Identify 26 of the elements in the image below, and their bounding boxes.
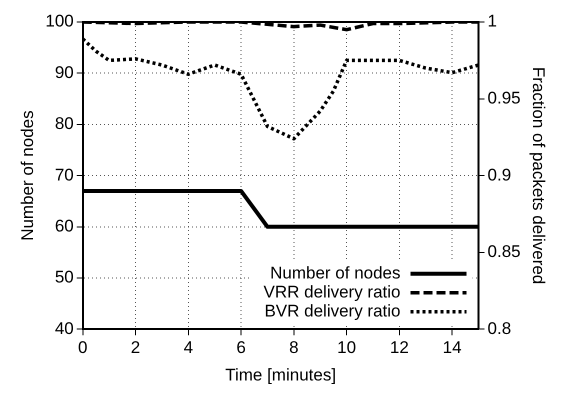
y-tick-label: 40 (54, 318, 74, 338)
y-tick-label: 80 (54, 114, 74, 134)
x-axis-title: Time [minutes] (225, 365, 336, 384)
x-tick-label: 4 (184, 338, 194, 358)
y2-tick-label: 0.85 (488, 242, 521, 262)
legend-label: BVR delivery ratio (264, 301, 401, 320)
y-tick-label: 50 (54, 268, 74, 287)
y2-tick-label: 0.8 (488, 318, 512, 338)
y-tick-label: 60 (54, 216, 74, 236)
y-tick-label: 100 (45, 12, 74, 31)
x-tick-label: 12 (390, 338, 409, 358)
y2-tick-label: 0.95 (488, 88, 521, 108)
y-tick-label: 70 (54, 165, 74, 184)
x-tick-label: 14 (442, 338, 462, 358)
legend-label: VRR delivery ratio (264, 282, 401, 302)
x-tick-label: 10 (337, 338, 356, 358)
x-tick-label: 2 (130, 338, 140, 358)
y2-tick-label: 1 (488, 12, 497, 31)
y-tick-label: 90 (54, 62, 74, 82)
x-tick-label: 6 (236, 338, 246, 358)
y2-tick-label: 0.9 (488, 165, 512, 184)
x-tick-label: 8 (289, 338, 299, 358)
legend-label: Number of nodes (270, 263, 401, 282)
y-axis-title: Number of nodes (18, 110, 37, 241)
x-tick-label: 0 (78, 338, 88, 358)
y2-axis-title: Fraction of packets delivered (529, 66, 548, 284)
